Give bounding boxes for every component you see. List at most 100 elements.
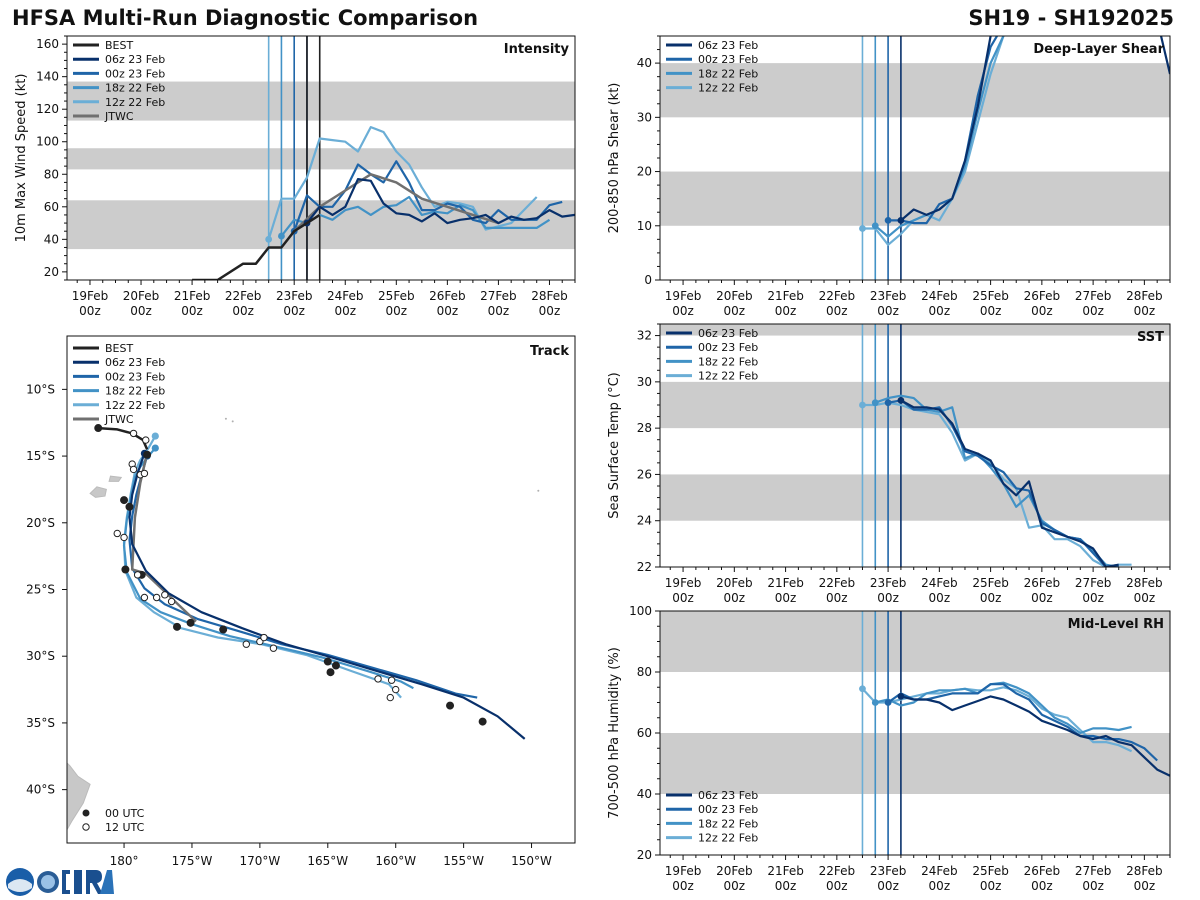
legend-label: 06z 23 Feb xyxy=(698,39,758,52)
y-tick-label: 40 xyxy=(44,232,59,246)
island-dot xyxy=(537,489,540,492)
x-tick-label: 24Feb xyxy=(327,289,364,303)
marker-12utc xyxy=(140,593,149,602)
marker-00utc xyxy=(94,424,103,433)
x-tick-label: 22Feb xyxy=(225,289,262,303)
series-start-point xyxy=(884,216,892,224)
legend-label: 18z 22 Feb xyxy=(698,817,758,830)
marker-12utc xyxy=(142,436,150,444)
land-shape xyxy=(67,762,91,831)
series-start-point xyxy=(884,699,892,706)
x-tick-sublabel: 00z xyxy=(1082,304,1104,318)
x-tick-label: 28Feb xyxy=(531,289,568,303)
x-tick-sublabel: 00z xyxy=(1031,591,1053,605)
x-tick-label: 27Feb xyxy=(1075,289,1112,303)
legend-label: 12 UTC xyxy=(105,821,145,834)
y-axis-label: Sea Surface Temp (°C) xyxy=(607,372,622,519)
legend-label: 06z 23 Feb xyxy=(698,789,758,802)
y-tick-label: 35°S xyxy=(26,716,55,730)
legend-label: 18z 22 Feb xyxy=(698,67,758,80)
x-tick-sublabel: 00z xyxy=(775,591,797,605)
y-tick-label: 28 xyxy=(637,421,652,435)
series-start-point xyxy=(859,225,866,232)
series-start-point xyxy=(897,216,905,224)
marker-12utc xyxy=(113,529,121,538)
x-tick-sublabel: 00z xyxy=(775,879,797,893)
x-tick-label: 180° xyxy=(110,854,139,868)
marker-00utc xyxy=(326,668,335,677)
marker-12utc xyxy=(133,571,142,579)
y-tick-label: 10 xyxy=(637,219,652,233)
y-tick-label: 30°S xyxy=(26,649,55,663)
marker-12utc xyxy=(386,693,394,702)
marker-12utc xyxy=(269,644,278,652)
x-tick-label: 21Feb xyxy=(767,289,804,303)
x-tick-label: 25Feb xyxy=(972,289,1009,303)
x-tick-label: 19Feb xyxy=(665,576,702,590)
series-start-point xyxy=(859,685,866,693)
y-tick-label: 25°S xyxy=(26,583,55,597)
marker-12utc xyxy=(260,633,268,642)
land-shape xyxy=(89,486,107,498)
legend-label: 00z 23 Feb xyxy=(698,53,758,66)
panel-title: SST xyxy=(1137,330,1164,345)
legend-label: JTWC xyxy=(104,413,134,426)
x-tick-label: 28Feb xyxy=(1126,864,1163,878)
x-tick-sublabel: 00z xyxy=(826,304,848,318)
legend-label: 18z 22 Feb xyxy=(698,355,758,368)
x-tick-label: 21Feb xyxy=(767,864,804,878)
x-tick-label: 26Feb xyxy=(1024,864,1061,878)
marker-12utc xyxy=(374,675,382,683)
x-tick-label: 21Feb xyxy=(767,576,804,590)
y-tick-label: 80 xyxy=(637,665,652,679)
y-tick-label: 80 xyxy=(44,167,59,181)
y-tick-label: 40°S xyxy=(26,783,55,797)
threshold-band xyxy=(67,148,575,170)
threshold-band xyxy=(660,171,1170,226)
x-tick-sublabel: 00z xyxy=(672,879,694,893)
series-start-point xyxy=(859,401,866,409)
x-tick-sublabel: 00z xyxy=(980,591,1002,605)
legend-label: JTWC xyxy=(104,110,134,123)
x-tick-sublabel: 00z xyxy=(488,304,510,318)
x-tick-sublabel: 00z xyxy=(724,304,746,318)
island-dot xyxy=(231,420,234,423)
marker-12utc xyxy=(129,429,138,438)
x-tick-sublabel: 00z xyxy=(539,304,561,318)
y-tick-label: 10°S xyxy=(26,382,55,396)
marker-00utc xyxy=(478,717,487,726)
x-tick-sublabel: 00z xyxy=(1134,591,1156,605)
x-tick-sublabel: 00z xyxy=(775,304,797,318)
x-tick-sublabel: 00z xyxy=(877,304,899,318)
y-tick-label: 26 xyxy=(637,467,652,481)
x-tick-label: 24Feb xyxy=(921,289,958,303)
y-axis-label: 200-850 hPa Shear (kt) xyxy=(607,83,622,234)
legend-label: 00z 23 Feb xyxy=(698,341,758,354)
x-tick-label: 20Feb xyxy=(716,576,753,590)
legend-label: 12z 22 Feb xyxy=(105,96,165,109)
x-tick-sublabel: 00z xyxy=(130,304,152,318)
x-tick-sublabel: 00z xyxy=(1082,591,1104,605)
y-tick-label: 22 xyxy=(637,560,652,574)
track-line-run12z22 xyxy=(122,435,402,699)
marker-00utc xyxy=(323,657,332,666)
series-start-point xyxy=(871,699,879,706)
x-tick-label: 27Feb xyxy=(1075,576,1112,590)
threshold-band xyxy=(660,733,1170,794)
marker-00utc xyxy=(121,565,130,574)
legend-label: 06z 23 Feb xyxy=(698,327,758,340)
x-tick-sublabel: 00z xyxy=(929,304,951,318)
series-start-point xyxy=(278,232,285,240)
y-tick-label: 100 xyxy=(36,135,59,149)
x-tick-sublabel: 00z xyxy=(929,591,951,605)
x-tick-label: 19Feb xyxy=(665,289,702,303)
x-tick-label: 22Feb xyxy=(819,289,856,303)
x-tick-label: 24Feb xyxy=(921,576,958,590)
marker-12utc xyxy=(152,593,161,602)
x-tick-label: 26Feb xyxy=(1024,289,1061,303)
series-line-jtwc xyxy=(293,173,499,233)
legend-label: 00z 23 Feb xyxy=(698,803,758,816)
legend-marker-12utc xyxy=(82,823,90,831)
legend-label: 00z 23 Feb xyxy=(105,370,165,383)
x-tick-sublabel: 00z xyxy=(826,879,848,893)
